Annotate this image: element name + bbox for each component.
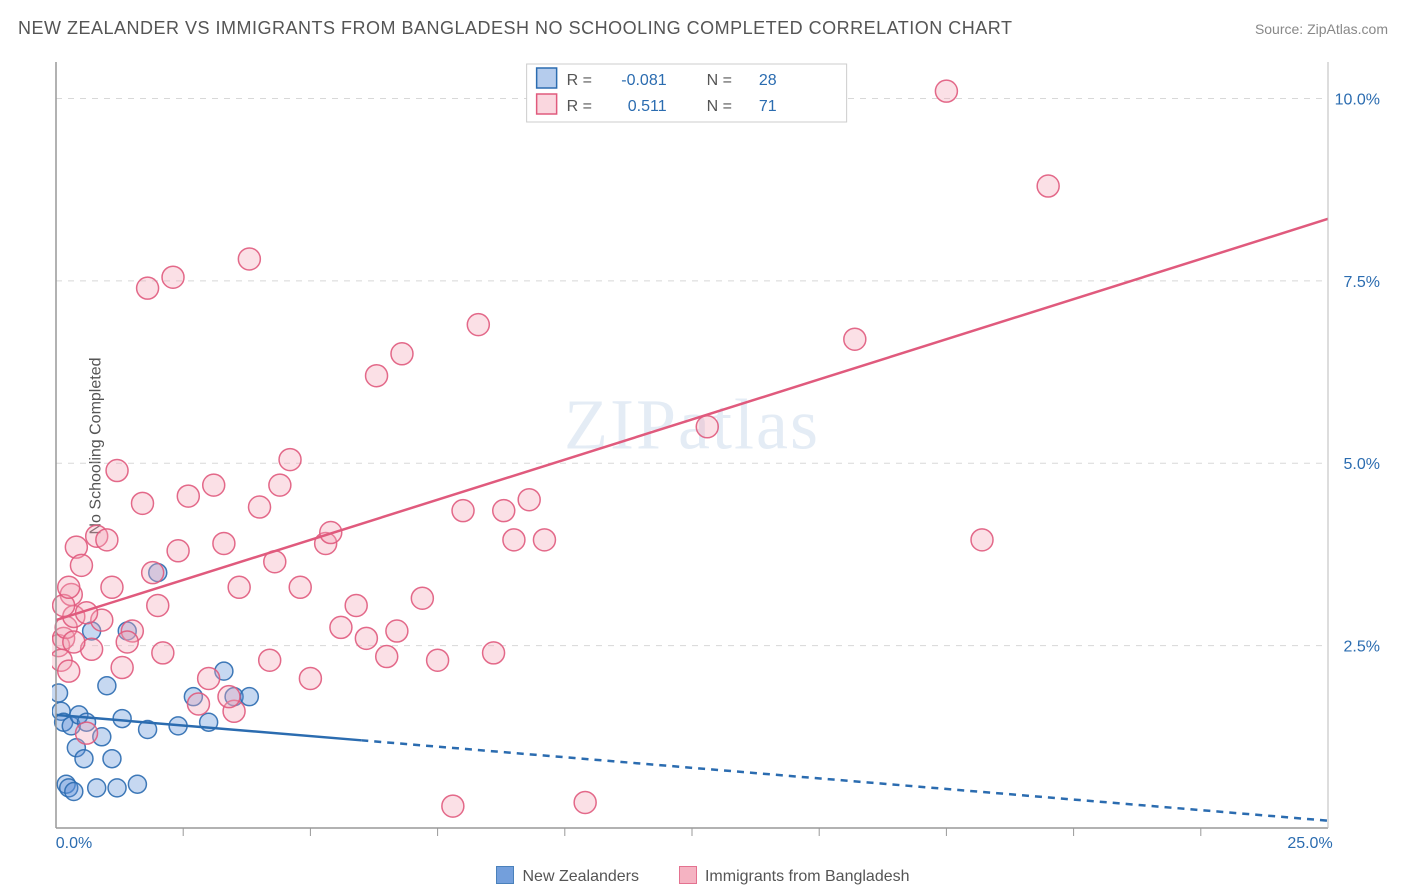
data-point	[137, 277, 159, 299]
data-point	[116, 631, 138, 653]
data-point	[52, 684, 68, 702]
data-point	[259, 649, 281, 671]
data-point	[493, 500, 515, 522]
data-point	[249, 496, 271, 518]
data-point	[76, 722, 98, 744]
data-point	[98, 677, 116, 695]
data-point	[330, 616, 352, 638]
data-point	[167, 540, 189, 562]
data-point	[58, 660, 80, 682]
data-point	[971, 529, 993, 551]
plot-area: 2.5% 5.0% 7.5% 10.0% ZIPatlas 0.0% 25.0% R = -0.…	[52, 58, 1388, 852]
chart-title: NEW ZEALANDER VS IMMIGRANTS FROM BANGLAD…	[18, 18, 1012, 39]
data-point	[345, 594, 367, 616]
data-point	[111, 657, 133, 679]
data-point	[844, 328, 866, 350]
legend-swatch	[537, 94, 557, 114]
scatter-plot-svg: 2.5% 5.0% 7.5% 10.0% ZIPatlas 0.0% 25.0% R = -0.…	[52, 58, 1388, 852]
data-point	[1037, 175, 1059, 197]
data-point	[452, 500, 474, 522]
data-point	[279, 449, 301, 471]
data-point	[503, 529, 525, 551]
legend-item: Immigrants from Bangladesh	[679, 866, 910, 886]
x-tick-label: 0.0%	[56, 835, 92, 852]
data-point	[101, 576, 123, 598]
legend-swatch	[496, 866, 514, 884]
data-point	[128, 775, 146, 793]
legend-item: New Zealanders	[496, 866, 639, 886]
data-point	[75, 750, 93, 768]
data-point	[442, 795, 464, 817]
data-point	[467, 314, 489, 336]
data-point	[240, 688, 258, 706]
data-point	[518, 489, 540, 511]
legend-r-label: R =	[567, 98, 592, 115]
legend-swatch	[537, 68, 557, 88]
data-point	[289, 576, 311, 598]
data-point	[162, 266, 184, 288]
data-point	[574, 791, 596, 813]
data-point	[152, 642, 174, 664]
trend-line	[56, 219, 1328, 620]
source-link[interactable]: ZipAtlas.com	[1307, 21, 1388, 37]
y-tick-label: 5.0%	[1344, 456, 1380, 473]
x-tick-label: 25.0%	[1287, 835, 1332, 852]
data-point	[131, 492, 153, 514]
data-point	[299, 667, 321, 689]
data-point	[411, 587, 433, 609]
data-point	[142, 562, 164, 584]
data-point	[218, 686, 240, 708]
data-point	[366, 365, 388, 387]
data-point	[355, 627, 377, 649]
data-point	[147, 594, 169, 616]
data-point	[58, 576, 80, 598]
data-point	[238, 248, 260, 270]
legend-r-value: -0.081	[621, 72, 666, 89]
data-point	[935, 80, 957, 102]
data-point	[386, 620, 408, 642]
data-point	[269, 474, 291, 496]
data-point	[376, 646, 398, 668]
data-point	[203, 474, 225, 496]
source-credit: Source: ZipAtlas.com	[1255, 21, 1388, 37]
data-point	[106, 460, 128, 482]
legend-r-label: R =	[567, 72, 592, 89]
data-point	[427, 649, 449, 671]
data-point	[187, 693, 209, 715]
data-point	[65, 783, 83, 801]
legend-label: New Zealanders	[522, 868, 639, 885]
data-point	[228, 576, 250, 598]
y-tick-label: 10.0%	[1335, 91, 1380, 108]
data-point	[113, 710, 131, 728]
data-point	[108, 779, 126, 797]
data-point	[103, 750, 121, 768]
trend-line-extrapolated	[361, 740, 1328, 820]
data-point	[696, 416, 718, 438]
data-point	[213, 532, 235, 554]
legend-n-value: 28	[759, 72, 777, 89]
data-point	[96, 529, 118, 551]
data-point	[88, 779, 106, 797]
data-point	[198, 667, 220, 689]
source-prefix: Source:	[1255, 21, 1307, 37]
watermark: ZIPatlas	[564, 385, 820, 465]
y-tick-label: 7.5%	[1344, 274, 1380, 291]
bottom-legend: New Zealanders Immigrants from Bangladesh	[0, 866, 1406, 886]
data-point	[483, 642, 505, 664]
y-tick-label: 2.5%	[1344, 639, 1380, 656]
legend-n-label: N =	[707, 72, 732, 89]
data-point	[391, 343, 413, 365]
data-point	[70, 554, 92, 576]
legend-r-value: 0.511	[628, 98, 667, 115]
legend-n-value: 71	[759, 98, 777, 115]
data-point	[533, 529, 555, 551]
legend-n-label: N =	[707, 98, 732, 115]
legend-label: Immigrants from Bangladesh	[705, 868, 910, 885]
data-point	[63, 631, 85, 653]
legend-swatch	[679, 866, 697, 884]
data-point	[177, 485, 199, 507]
